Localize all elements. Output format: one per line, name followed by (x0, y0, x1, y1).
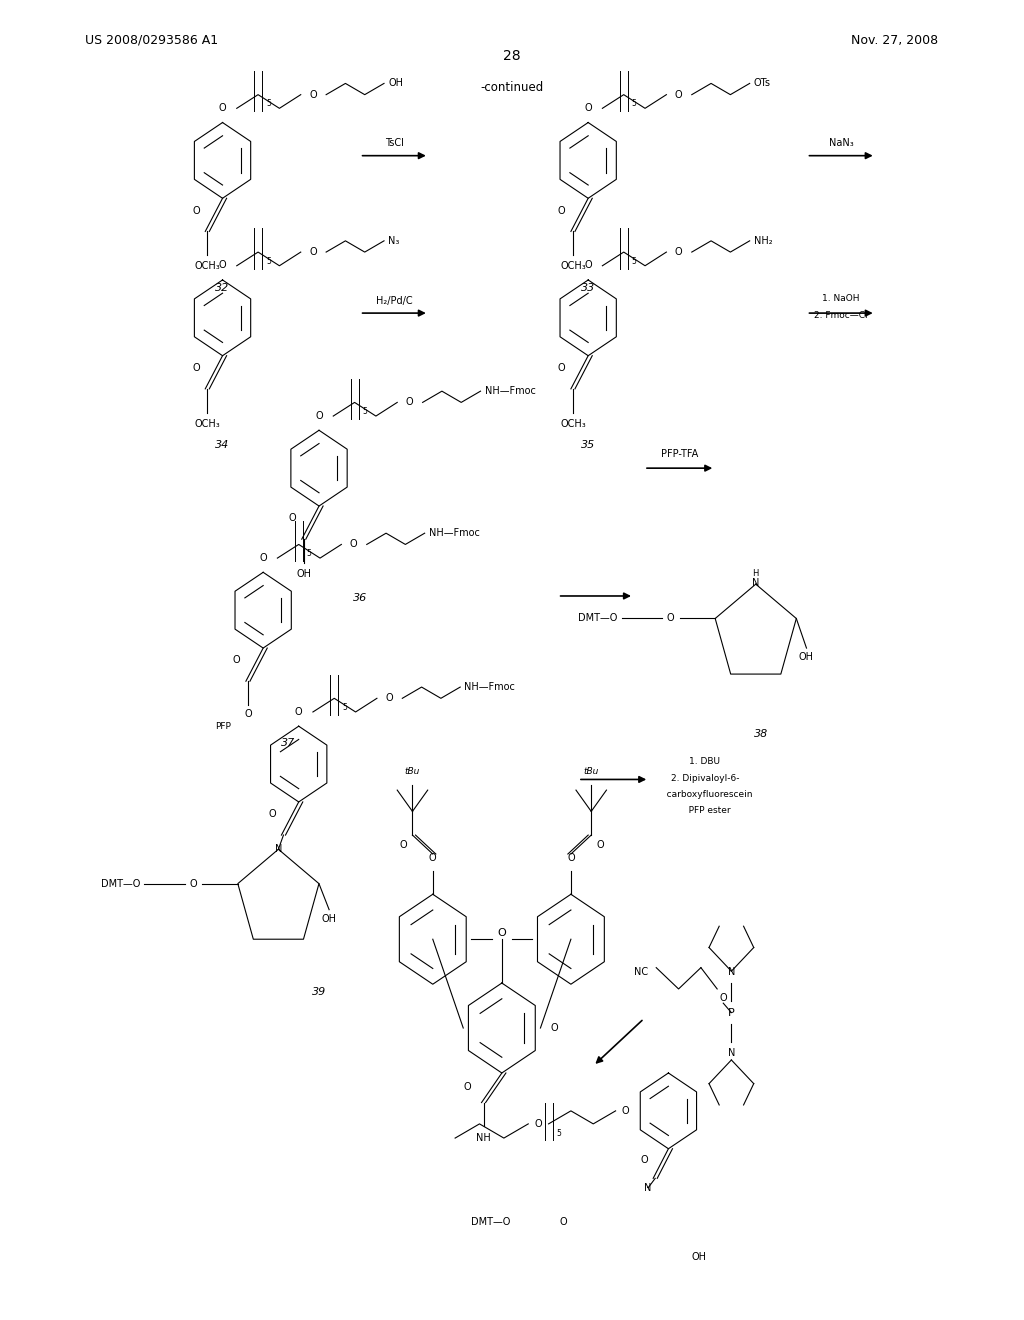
Text: O: O (350, 540, 357, 549)
Text: -continued: -continued (480, 81, 544, 94)
Text: 5: 5 (307, 549, 311, 558)
Text: N: N (644, 1183, 652, 1192)
Text: 5: 5 (266, 257, 271, 265)
Text: PFP: PFP (215, 722, 230, 730)
Text: OCH₃: OCH₃ (195, 418, 220, 429)
Text: N₃: N₃ (388, 236, 399, 246)
Text: 32: 32 (215, 282, 229, 293)
Text: 2. Fmoc—Cl: 2. Fmoc—Cl (814, 310, 868, 319)
Text: O: O (596, 840, 604, 850)
Text: 35: 35 (581, 440, 595, 450)
Text: PFP ester: PFP ester (680, 805, 730, 814)
Text: carboxyfluorescein: carboxyfluorescein (657, 791, 753, 799)
Text: NaN₃: NaN₃ (828, 139, 853, 148)
Text: Nov. 27, 2008: Nov. 27, 2008 (851, 34, 939, 46)
Text: OH: OH (799, 652, 814, 661)
Text: DMT—O: DMT—O (471, 1217, 510, 1228)
Text: OCH₃: OCH₃ (195, 261, 220, 272)
Text: H: H (753, 569, 759, 578)
Text: 5: 5 (362, 408, 368, 416)
Text: NH—Fmoc: NH—Fmoc (484, 387, 536, 396)
Text: O: O (315, 411, 323, 421)
Text: O: O (309, 247, 316, 257)
Text: O: O (551, 1023, 558, 1034)
Text: N: N (274, 843, 282, 854)
Text: 5: 5 (557, 1129, 561, 1138)
Text: 37: 37 (282, 738, 296, 748)
Text: O: O (675, 90, 682, 99)
Text: O: O (640, 1155, 648, 1166)
Text: 1. DBU: 1. DBU (689, 758, 721, 766)
Text: N: N (728, 968, 735, 977)
Text: O: O (309, 90, 316, 99)
Text: NC: NC (634, 966, 648, 977)
Text: OTs: OTs (754, 78, 771, 88)
Text: O: O (219, 103, 226, 114)
Text: 5: 5 (342, 704, 347, 713)
Text: 2. Dipivaloyl-6-: 2. Dipivaloyl-6- (671, 774, 739, 783)
Text: NH₂: NH₂ (754, 236, 772, 246)
Text: O: O (622, 1106, 630, 1115)
Text: O: O (385, 693, 393, 704)
Text: 5: 5 (266, 99, 271, 108)
Text: US 2008/0293586 A1: US 2008/0293586 A1 (85, 34, 218, 46)
Text: OH: OH (388, 78, 403, 88)
Text: O: O (675, 247, 682, 257)
Text: O: O (232, 656, 241, 665)
Text: O: O (259, 553, 267, 562)
Text: O: O (406, 397, 414, 408)
Text: DMT—O: DMT—O (101, 879, 140, 888)
Text: O: O (189, 879, 198, 888)
Text: O: O (289, 513, 296, 524)
Text: O: O (244, 709, 252, 718)
Text: P: P (728, 1007, 735, 1018)
Text: O: O (558, 363, 565, 374)
Text: O: O (429, 853, 436, 863)
Text: O: O (559, 1217, 567, 1228)
Text: H₂/Pd/C: H₂/Pd/C (376, 296, 413, 306)
Text: O: O (193, 206, 200, 215)
Text: tBu: tBu (584, 767, 599, 776)
Text: 36: 36 (352, 593, 367, 603)
Text: O: O (268, 809, 276, 820)
Text: OH: OH (322, 913, 337, 924)
Text: DMT—O: DMT—O (579, 614, 617, 623)
Text: 1. NaOH: 1. NaOH (822, 294, 860, 304)
Text: 5: 5 (632, 99, 637, 108)
Text: PFP-TFA: PFP-TFA (660, 450, 698, 459)
Text: 5: 5 (632, 257, 637, 265)
Text: O: O (719, 994, 727, 1003)
Text: O: O (464, 1082, 471, 1092)
Text: OCH₃: OCH₃ (560, 418, 586, 429)
Text: OH: OH (296, 569, 311, 579)
Text: O: O (535, 1119, 542, 1129)
Text: O: O (667, 614, 675, 623)
Text: NH—Fmoc: NH—Fmoc (429, 528, 479, 539)
Text: N: N (752, 578, 760, 587)
Text: 34: 34 (215, 440, 229, 450)
Text: 38: 38 (754, 729, 768, 739)
Text: O: O (558, 206, 565, 215)
Text: NH—Fmoc: NH—Fmoc (464, 682, 515, 692)
Text: tBu: tBu (404, 767, 420, 776)
Text: 28: 28 (503, 49, 521, 63)
Text: 33: 33 (581, 282, 595, 293)
Text: O: O (585, 103, 592, 114)
Text: O: O (193, 363, 200, 374)
Text: N: N (728, 1048, 735, 1059)
Text: 39: 39 (312, 987, 327, 997)
Text: O: O (567, 853, 574, 863)
Text: O: O (498, 928, 506, 939)
Text: O: O (399, 840, 408, 850)
Text: O: O (219, 260, 226, 271)
Text: OH: OH (691, 1253, 707, 1262)
Text: O: O (295, 706, 302, 717)
Text: O: O (585, 260, 592, 271)
Text: NH: NH (476, 1133, 490, 1143)
Text: OCH₃: OCH₃ (560, 261, 586, 272)
Text: TsCl: TsCl (385, 139, 403, 148)
